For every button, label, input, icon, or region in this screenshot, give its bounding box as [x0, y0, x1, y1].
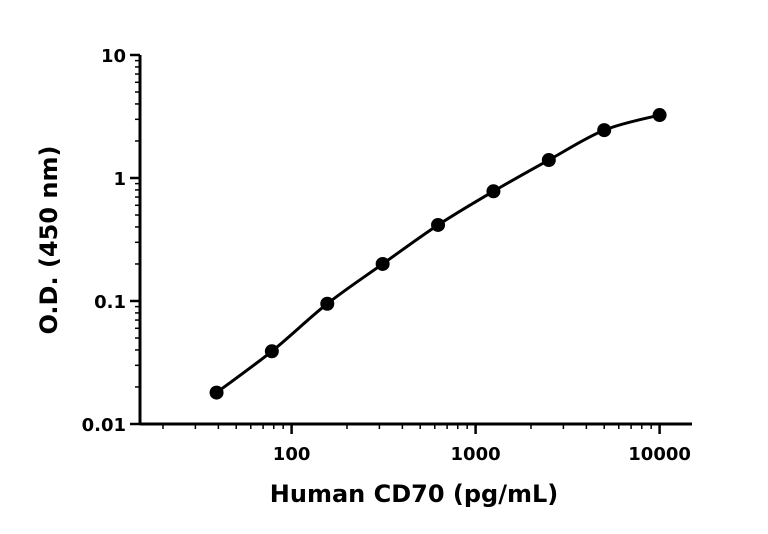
data-point — [264, 344, 279, 359]
data-point — [209, 385, 224, 400]
data-point — [486, 184, 501, 199]
x-tick-label: 100 — [273, 444, 311, 465]
fit-curve — [215, 113, 660, 394]
y-tick-label: 0.01 — [82, 415, 126, 436]
fit-curve-layer — [215, 113, 660, 394]
data-point — [431, 217, 446, 232]
y-tick-label: 0.1 — [94, 292, 126, 313]
data-point — [597, 123, 612, 138]
x-axis-title: Human CD70 (pg/mL) — [270, 480, 558, 508]
y-axis-title: O.D. (450 nm) — [35, 146, 63, 335]
data-point — [320, 296, 335, 311]
data-point — [375, 256, 390, 271]
y-tick-label: 10 — [101, 46, 126, 67]
x-tick-label: 1000 — [451, 444, 501, 465]
x-tick-label: 10000 — [628, 444, 691, 465]
axes — [138, 55, 692, 426]
data-point — [652, 108, 667, 123]
data-points-layer — [209, 108, 667, 400]
data-point — [541, 153, 556, 168]
ticks: 0.01 0.1 1 10 100 1000 10000 — [82, 46, 691, 465]
y-tick-label: 1 — [113, 169, 126, 190]
